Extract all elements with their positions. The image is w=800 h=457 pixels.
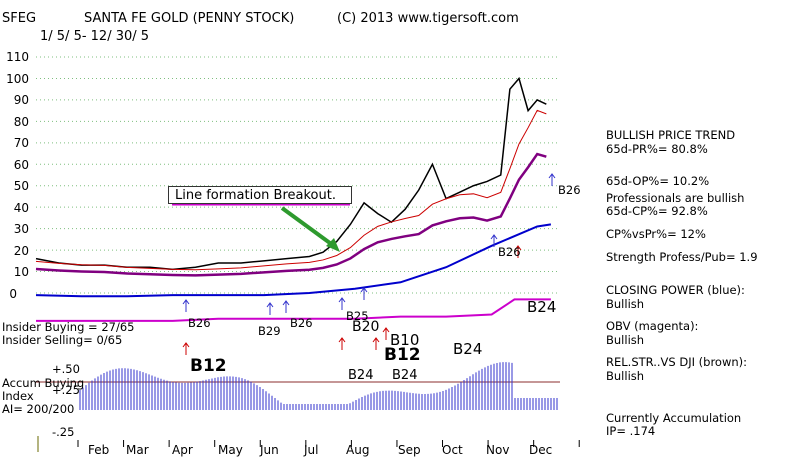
obv-value: Bullish [606, 333, 645, 347]
accum-index-label: Index [2, 389, 34, 403]
closing-power-label: CLOSING POWER (blue): [606, 283, 745, 297]
signal-b24: B24 [392, 368, 418, 383]
month-label: Aug [346, 443, 370, 457]
copyright: (C) 2013 www.tigersoft.com [337, 11, 519, 26]
month-label: Apr [172, 443, 193, 457]
month-label: Dec [529, 443, 553, 457]
accumulation-index-bars [36, 362, 560, 410]
month-label: Jul [304, 443, 319, 457]
chart-series [35, 76, 552, 322]
y-tick: 80 [13, 115, 29, 129]
insider-buying: Insider Buying = 27/65 [2, 320, 135, 334]
accum-plus50: +.50 [52, 362, 80, 376]
accumulation-value: IP= .174 [606, 424, 656, 438]
y-tick: 110 [6, 50, 29, 64]
strength-stat: Strength Profess/Pub= 1.9 [606, 250, 758, 264]
y-tick: 10 [13, 265, 29, 279]
cpvspr-stat: CP%vsPr%= 12% [606, 227, 706, 241]
professionals-text: Professionals are bullish [606, 191, 745, 205]
y-tick: 0 [9, 287, 17, 301]
signal-b26: B26 [498, 245, 521, 259]
y-tick: 70 [13, 136, 29, 150]
company-title: SANTA FE GOLD (PENNY STOCK) [84, 11, 295, 26]
signal-b25: B25 [346, 309, 369, 323]
moving-average-line [35, 152, 547, 277]
signal-arrow-head [548, 173, 556, 179]
y-tick: 20 [13, 244, 29, 258]
month-label: Sep [398, 443, 421, 457]
y-tick: 100 [6, 72, 29, 86]
signal-b24: B24 [348, 368, 374, 383]
accumulation-label: Currently Accumulation [606, 411, 742, 425]
breakout-arrow-head [326, 238, 340, 252]
signal-b20: B20 [352, 319, 380, 335]
op-stat: 65d-OP%= 10.2% [606, 174, 710, 188]
insider-selling: Insider Selling= 0/65 [2, 333, 123, 347]
y-tick: 90 [13, 93, 29, 107]
month-label: Oct [442, 443, 463, 457]
signal-b26: B26 [290, 316, 313, 330]
y-tick: 60 [13, 158, 29, 172]
signal-b29: B29 [258, 324, 281, 338]
signal-b12: B12 [384, 345, 421, 365]
symbol: SFEG [2, 11, 37, 26]
month-label: Nov [486, 443, 510, 457]
y-tick: 40 [13, 201, 29, 215]
relstr-label: REL.STR..VS DJI (brown): [606, 355, 748, 369]
closing-power-value: Bullish [606, 297, 645, 311]
signal-arrow-head [382, 327, 390, 333]
accum-minus25: -.25 [52, 425, 75, 439]
y-tick: 30 [13, 222, 29, 236]
relstr-value: Bullish [606, 369, 645, 383]
y-tick: 50 [13, 179, 29, 193]
breakout-callout: Line formation Breakout. [168, 186, 352, 204]
signal-arrow-head [182, 299, 190, 305]
signal-arrow-head [338, 297, 346, 303]
pr-stat: 65d-PR%= 80.8% [606, 142, 708, 156]
series-line [36, 298, 551, 322]
month-label: May [218, 443, 243, 457]
signal-arrow-head [360, 287, 368, 293]
month-label: Mar [126, 443, 149, 457]
moving-average-line [35, 109, 547, 271]
accum-plus25: +.25 [52, 383, 80, 397]
obv-label: OBV (magenta): [606, 319, 699, 333]
series-line [35, 76, 547, 271]
signal-b10: B10 [390, 331, 420, 349]
cp-stat: 65d-CP%= 92.8% [606, 204, 708, 218]
signal-b24: B24 [453, 340, 483, 358]
signal-arrow-head [182, 342, 190, 348]
series-line [35, 223, 552, 298]
signal-arrow-head [372, 337, 380, 343]
signal-b26: B26 [558, 183, 581, 197]
signal-arrow-head [282, 300, 290, 306]
signal-b12: B12 [190, 356, 227, 376]
signal-arrow-head [338, 337, 346, 343]
month-label: Jun [260, 443, 279, 457]
signal-arrow-head [490, 234, 498, 240]
accum-ai: AI= 200/200 [2, 402, 75, 416]
signal-arrow-head [514, 245, 522, 251]
signal-b26: B26 [188, 316, 211, 330]
trend-title: BULLISH PRICE TREND [606, 128, 736, 142]
month-label: Feb [88, 443, 110, 457]
breakout-arrow [280, 206, 336, 248]
signal-b24: B24 [527, 298, 557, 316]
signal-arrow-head [266, 302, 274, 308]
accum-title: Accum Buying [2, 376, 85, 390]
chart-extras [172, 173, 556, 355]
date-range: 1/ 5/ 5- 12/ 30/ 5 [40, 29, 150, 44]
